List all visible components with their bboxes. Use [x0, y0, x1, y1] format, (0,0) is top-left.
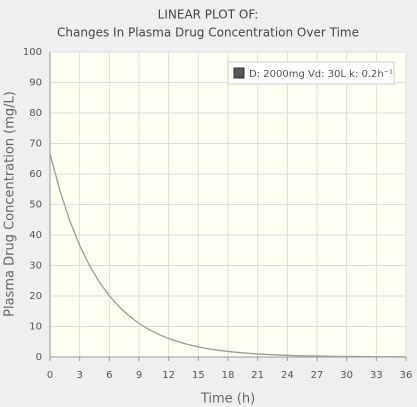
x-tick-label: 12	[162, 370, 175, 381]
y-tick-label: 20	[29, 291, 42, 302]
y-tick-label: 70	[29, 139, 42, 150]
y-tick-label: 40	[29, 230, 42, 241]
y-tick-label: 60	[29, 169, 42, 180]
y-tick-label: 50	[29, 200, 42, 211]
y-tick-label: 90	[29, 78, 42, 89]
legend-box	[227, 61, 395, 85]
legend-swatch	[233, 67, 245, 79]
x-tick-label: 6	[106, 370, 112, 381]
x-tick-label: 21	[251, 370, 264, 381]
x-tick-label: 0	[47, 370, 53, 381]
y-tick-label: 0	[36, 352, 42, 363]
y-tick-label: 30	[29, 261, 42, 272]
y-tick-label: 10	[29, 322, 42, 333]
y-axis-label: Plasma Drug Concentration (mg/L)	[3, 91, 18, 317]
x-axis-label: Time (h)	[200, 392, 255, 407]
chart-title: LINEAR PLOT OF:	[158, 8, 259, 22]
y-tick-label: 80	[29, 108, 42, 119]
x-tick-label: 3	[76, 370, 82, 381]
y-tick-label: 100	[23, 47, 42, 58]
x-tick-label: 30	[340, 370, 353, 381]
x-tick-label: 33	[370, 370, 383, 381]
x-tick-label: 27	[311, 370, 324, 381]
chart-subtitle: Changes In Plasma Drug Concentration Ove…	[57, 26, 359, 40]
x-tick-label: 36	[400, 370, 413, 381]
x-tick-label: 24	[281, 370, 294, 381]
x-tick-label: 15	[192, 370, 205, 381]
x-tick-label: 9	[136, 370, 142, 381]
x-tick-label: 18	[222, 370, 235, 381]
series-line	[49, 153, 407, 358]
legend-label: D: 2000mg Vd: 30L k: 0.2h⁻¹	[249, 69, 393, 80]
